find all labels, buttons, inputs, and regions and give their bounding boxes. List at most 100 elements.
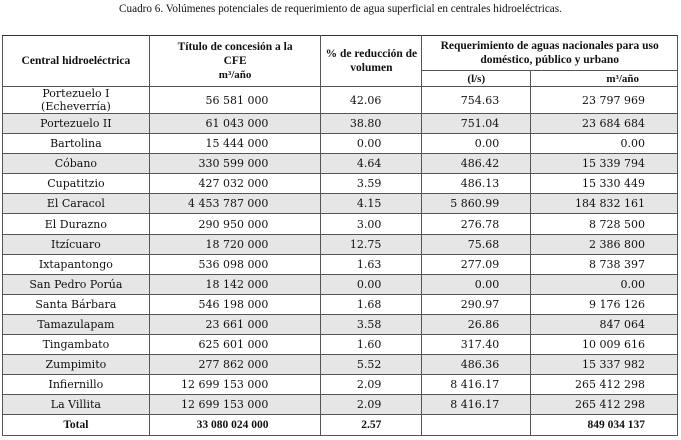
cell-pct: 1.63 (320, 253, 423, 275)
table-row: Ixtapantongo 536 098 000 1.63 277.09 8 738 3… (2, 253, 678, 275)
cell-pct: 4.15 (320, 193, 423, 215)
table-row: Tingambato 625 601 000 1.60 317.40 10 009 61… (2, 334, 678, 356)
cell-pct: 4.64 (320, 153, 423, 175)
table-row: El Durazno 290 950 000 3.00 276.78 8 728 500 (2, 213, 678, 235)
cell-m3: 0.00 (530, 273, 678, 295)
cell-ls: 75.68 (421, 233, 532, 255)
cell-titulo: 12 699 153 000 (148, 394, 322, 416)
table-row: Tamazulapam 23 661 000 3.58 26.86 847 064 (2, 313, 678, 336)
cell-titulo: 23 661 000 (148, 313, 322, 336)
cell-pct: 0.00 (320, 133, 423, 155)
cell-m3: 8 738 397 (530, 253, 678, 275)
cell-titulo: 56 581 000 (148, 86, 322, 114)
cell-ls: 486.13 (421, 173, 532, 195)
cell-ls: 277.09 (421, 253, 532, 275)
table-row: Santa Bárbara 546 198 000 1.68 290.97 9 176 … (2, 293, 678, 315)
cell-name: Ixtapantongo (2, 253, 150, 275)
cell-pct: 5.52 (320, 354, 423, 376)
cell-m3: 15 337 982 (530, 354, 678, 376)
header-central: Central hidroeléctrica (2, 35, 150, 87)
cell-m3: 184 832 161 (530, 193, 678, 215)
cell-pct: 3.59 (320, 173, 423, 195)
total-row: Total 33 080 024 000 2.57 849 034 137 (2, 414, 678, 436)
table-body: Portezuelo I (Echeverría) 56 581 000 42.06… (2, 86, 678, 436)
cell-ls: 8 416.17 (421, 394, 532, 416)
cell-name: Portezuelo II (2, 112, 150, 135)
header-titulo-line1: Título de concesión a la (177, 41, 293, 53)
table-row: El Caracol 4 453 787 000 4.15 5 860.99 184 8… (2, 193, 678, 215)
cell-titulo: 18 142 000 (148, 273, 322, 295)
cell-ls: 486.36 (421, 354, 532, 376)
table-row: Cupatitzio 427 032 000 3.59 486.13 15 330 44… (2, 173, 678, 195)
cell-name: San Pedro Porúa (2, 273, 150, 295)
header-reduccion: % de reducción de volumen (320, 35, 423, 87)
cell-ls: 8 416.17 (421, 374, 532, 396)
table-row: La Villita 12 699 153 000 2.09 8 416.17 265 … (2, 394, 678, 416)
cell-pct: 2.09 (320, 374, 423, 396)
cell-m3: 10 009 616 (530, 334, 678, 356)
header-titulo-line2: CFE (223, 55, 247, 67)
cell-pct: 2.09 (320, 394, 423, 416)
cell-ls: 290.97 (421, 293, 532, 315)
cell-titulo: 330 599 000 (148, 153, 322, 175)
header-titulo-unit: m³/año (218, 69, 252, 81)
cell-m3: 23 797 969 (530, 86, 678, 114)
cell-name: Santa Bárbara (2, 293, 150, 315)
table-row: Bartolina 15 444 000 0.00 0.00 0.00 (2, 133, 678, 155)
cell-pct: 38.80 (320, 112, 423, 135)
cell-titulo: 427 032 000 (148, 173, 322, 195)
cell-m3: 2 386 800 (530, 233, 678, 255)
cell-titulo: 12 699 153 000 (148, 374, 322, 396)
hydro-table: Central hidroeléctrica Título de concesi… (2, 35, 678, 436)
header-requerimiento: Requerimiento de aguas nacionales para u… (421, 35, 678, 71)
table-caption: Cuadro 6. Volúmenes potenciales de reque… (119, 3, 562, 15)
table-row: Portezuelo II 61 043 000 38.80 751.04 23 684… (2, 112, 678, 135)
header-row: Central hidroeléctrica Título de concesi… (2, 35, 678, 87)
cell-ls: 754.63 (421, 86, 532, 114)
total-label: Total (2, 414, 150, 436)
cell-m3: 15 330 449 (530, 173, 678, 195)
table-row: San Pedro Porúa 18 142 000 0.00 0.00 0.00 (2, 273, 678, 295)
cell-name: Cóbano (2, 153, 150, 175)
cell-titulo: 290 950 000 (148, 213, 322, 235)
cell-titulo: 18 720 000 (148, 233, 322, 255)
cell-ls: 751.04 (421, 112, 532, 135)
cell-titulo: 15 444 000 (148, 133, 322, 155)
cell-name: Tamazulapam (2, 313, 150, 336)
cell-m3: 847 064 (530, 313, 678, 336)
cell-pct: 1.68 (320, 293, 423, 315)
cell-pct: 1.60 (320, 334, 423, 356)
cell-name: Zumpimito (2, 354, 150, 376)
cell-name: El Durazno (2, 213, 150, 235)
cell-pct: 3.58 (320, 313, 423, 336)
cell-name: Infiernillo (2, 374, 150, 396)
cell-m3: 265 412 298 (530, 374, 678, 396)
cell-titulo: 546 198 000 (148, 293, 322, 315)
table-row: Infiernillo 12 699 153 000 2.09 8 416.17 265… (2, 374, 678, 396)
cell-pct: 3.00 (320, 213, 423, 235)
cell-name: Tingambato (2, 334, 150, 356)
cell-ls: 486.42 (421, 153, 532, 175)
cell-name: La Villita (2, 394, 150, 416)
cell-titulo: 277 862 000 (148, 354, 322, 376)
cell-ls: 26.86 (421, 313, 532, 336)
total-m3: 849 034 137 (530, 414, 678, 436)
cell-pct: 12.75 (320, 233, 423, 255)
cell-ls: 276.78 (421, 213, 532, 235)
cell-ls: 5 860.99 (421, 193, 532, 215)
cell-name: Portezuelo I (Echeverría) (2, 86, 150, 114)
cell-m3: 8 728 500 (530, 213, 678, 235)
cell-pct: 42.06 (320, 86, 423, 114)
cell-ls: 0.00 (421, 133, 532, 155)
cell-titulo: 625 601 000 (148, 334, 322, 356)
cell-m3: 265 412 298 (530, 394, 678, 416)
cell-name: Itzícuaro (2, 233, 150, 255)
header-unit-ls: (l/s) (421, 70, 532, 87)
cell-titulo: 61 043 000 (148, 112, 322, 135)
cell-name: Bartolina (2, 133, 150, 155)
total-pct: 2.57 (320, 414, 423, 436)
cell-ls: 317.40 (421, 334, 532, 356)
table-row: Portezuelo I (Echeverría) 56 581 000 42.06… (2, 86, 678, 114)
cell-ls: 0.00 (421, 273, 532, 295)
header-unit-m3: m³/año (530, 70, 678, 87)
